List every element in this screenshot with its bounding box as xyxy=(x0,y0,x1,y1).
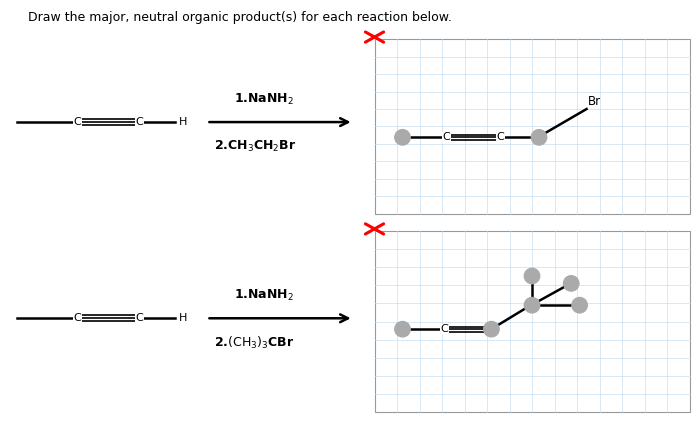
Text: C: C xyxy=(442,133,451,142)
Ellipse shape xyxy=(524,268,540,284)
Text: Draw the major, neutral organic product(s) for each reaction below.: Draw the major, neutral organic product(… xyxy=(28,11,452,24)
Text: C: C xyxy=(135,313,143,323)
Text: H: H xyxy=(178,117,187,127)
Ellipse shape xyxy=(524,297,540,313)
Text: H: H xyxy=(178,313,187,323)
Ellipse shape xyxy=(484,321,499,337)
Ellipse shape xyxy=(395,129,410,145)
Ellipse shape xyxy=(564,276,579,291)
Text: C: C xyxy=(135,117,143,127)
Ellipse shape xyxy=(395,321,410,337)
Bar xyxy=(374,231,690,412)
Text: C: C xyxy=(74,117,82,127)
Text: 2.CH$_3$CH$_2$Br: 2.CH$_3$CH$_2$Br xyxy=(214,139,296,154)
Text: 2.$\left(\mathrm{CH_3}\right)_3$CBr: 2.$\left(\mathrm{CH_3}\right)_3$CBr xyxy=(214,335,294,351)
Text: C: C xyxy=(496,133,505,142)
Text: C: C xyxy=(440,324,449,334)
Ellipse shape xyxy=(572,297,587,313)
Text: C: C xyxy=(74,313,82,323)
Text: Br: Br xyxy=(588,95,601,108)
Bar xyxy=(374,39,690,214)
Text: 1.NaNH$_2$: 1.NaNH$_2$ xyxy=(234,288,294,303)
Text: 1.NaNH$_2$: 1.NaNH$_2$ xyxy=(234,92,294,107)
Ellipse shape xyxy=(531,129,547,145)
